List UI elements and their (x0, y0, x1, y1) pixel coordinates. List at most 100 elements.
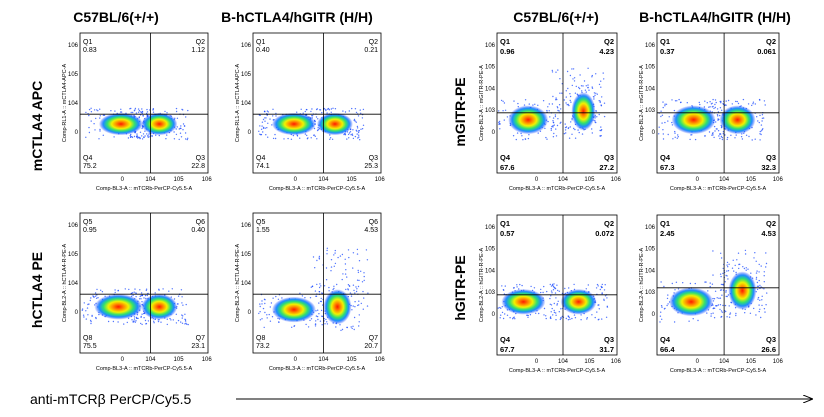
scatter-point (550, 311, 552, 313)
scatter-point (540, 288, 542, 291)
scatter-point (307, 326, 310, 328)
scatter-point (736, 100, 738, 103)
scatter-point (96, 294, 98, 296)
scatter-point (596, 116, 598, 118)
scatter-point (555, 97, 557, 99)
y-tick-label: 105 (68, 72, 79, 78)
quadrant-percent: 4.23 (599, 47, 614, 56)
scatter-point (761, 117, 764, 120)
scatter-point (94, 129, 96, 131)
scatter-point (727, 266, 729, 268)
quadrant-name: Q2 (369, 39, 378, 46)
scatter-point (725, 295, 727, 298)
x-tick-label: 0 (696, 359, 700, 365)
scatter-point (601, 293, 603, 295)
scatter-point (500, 307, 502, 309)
scatter-point (148, 133, 150, 135)
scatter-point (264, 117, 266, 119)
scatter-point (314, 290, 317, 292)
scatter-point (711, 283, 714, 285)
scatter-point (760, 124, 763, 126)
scatter-point (99, 130, 101, 132)
scatter-point (499, 317, 501, 319)
scatter-point (532, 104, 534, 106)
scatter-point (262, 131, 264, 133)
scatter-point (764, 311, 766, 313)
scatter-point (354, 292, 356, 294)
scatter-point (358, 304, 360, 306)
scatter-point (726, 138, 728, 141)
scatter-point (184, 313, 186, 315)
scatter-point (604, 295, 607, 297)
scatter-point (146, 108, 148, 111)
scatter-point (569, 99, 571, 102)
scatter-point (361, 128, 364, 130)
scatter-point (747, 268, 749, 270)
scatter-point (352, 284, 355, 286)
scatter-point (131, 135, 133, 138)
scatter-point (132, 294, 134, 297)
scatter-point (497, 307, 499, 309)
scatter-point (557, 109, 559, 112)
scatter-point (763, 275, 765, 277)
scatter-point (745, 269, 747, 271)
scatter-point (502, 100, 504, 103)
scatter-point (357, 115, 360, 117)
scatter-point (726, 316, 728, 318)
scatter-point (352, 305, 354, 307)
x-tick-label: 104 (719, 359, 730, 365)
scatter-point (598, 83, 601, 86)
scatter-point (753, 257, 755, 259)
scatter-point (325, 279, 328, 281)
scatter-point (666, 304, 668, 307)
scatter-point (331, 138, 334, 140)
scatter-point (175, 313, 177, 315)
scatter-point (713, 125, 716, 128)
quadrant-name: Q3 (369, 155, 378, 162)
scatter-point (355, 286, 357, 288)
quadrant-percent: 0.95 (83, 227, 97, 234)
scatter-point (356, 133, 358, 135)
scatter-point (537, 132, 539, 134)
scatter-point (362, 108, 365, 111)
scatter-point (172, 319, 174, 321)
scatter-point (756, 285, 759, 287)
quadrant-percent: 31.7 (599, 345, 614, 354)
scatter-point (527, 316, 529, 318)
scatter-point (358, 136, 360, 138)
scatter-point (584, 89, 587, 91)
scatter-point (88, 126, 90, 129)
scatter-point (573, 314, 576, 316)
x-tick-label: 105 (584, 177, 595, 183)
scatter-point (704, 135, 706, 137)
scatter-point (731, 267, 734, 269)
x-tick-label: 0 (294, 357, 298, 363)
scatter-point (725, 100, 727, 102)
scatter-point (90, 107, 92, 110)
scatter-point (299, 137, 301, 139)
scatter-point (268, 313, 270, 316)
x-axis-label: Comp-BL3-A :: mTCRb-PerCP-Cy5.5-A (509, 368, 606, 374)
scatter-point (672, 138, 674, 140)
scatter-point (339, 324, 341, 326)
scatter-point (725, 274, 727, 277)
scatter-point (752, 101, 755, 103)
scatter-point (185, 138, 187, 140)
x-tick-label: 104 (558, 177, 569, 183)
x-tick-label: 104 (318, 357, 329, 363)
scatter-point (95, 316, 97, 319)
scatter-point (761, 299, 763, 301)
scatter-point (548, 103, 550, 105)
scatter-point (751, 139, 753, 141)
scatter-point (506, 314, 509, 316)
scatter-point (554, 114, 557, 116)
quadrant-percent: 73.2 (256, 343, 270, 350)
scatter-point (600, 135, 602, 137)
scatter-point (320, 297, 322, 300)
scatter-point (357, 131, 360, 134)
scatter-point (600, 80, 602, 82)
scatter-point (129, 135, 131, 137)
scatter-point (178, 128, 180, 130)
scatter-point (734, 137, 736, 139)
scatter-point (315, 295, 317, 297)
